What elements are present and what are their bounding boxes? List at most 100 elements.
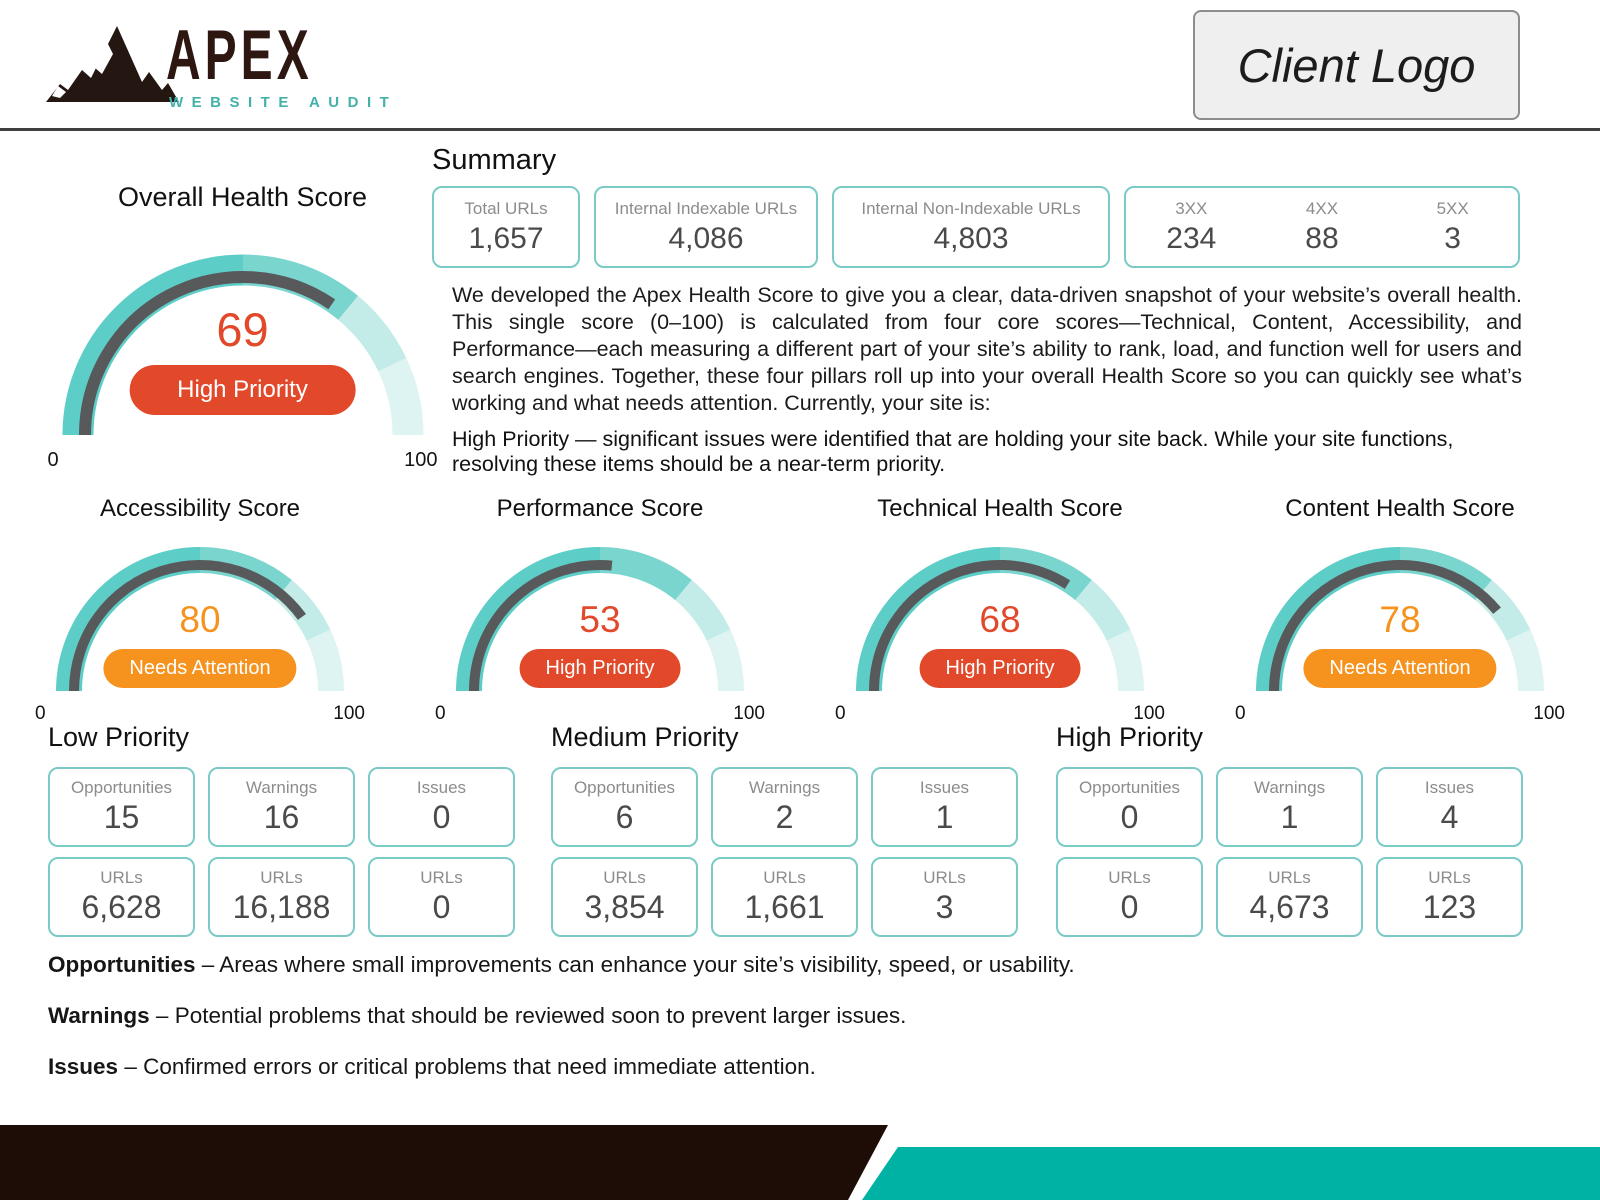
total-urls-card: Total URLs 1,657 — [432, 186, 580, 268]
stat-card-value: 123 — [1422, 889, 1477, 925]
gauge-max-label: 100 — [404, 449, 438, 471]
gauge-value: 80 — [179, 599, 221, 640]
stat-card-value: 1 — [935, 799, 954, 835]
gauge-canvas: 69 High Priority — [48, 235, 438, 445]
stat-card-value: 6,628 — [81, 889, 162, 925]
low-priority-cards: Opportunities 15 Warnings 16 Issues 0 URLs 6,62… — [48, 767, 515, 937]
definition-term: Warnings — [48, 1003, 150, 1028]
stat-card-label: Warnings — [245, 778, 318, 797]
gauge-canvas: 80 Needs Attention — [45, 531, 355, 701]
card-label: Total URLs — [464, 198, 548, 218]
summary-description: We developed the Apex Health Score to gi… — [452, 283, 1522, 416]
content-health-score-gauge: Content Health Score 78 Needs Attention 0… — [1210, 495, 1590, 725]
group-title: Low Priority — [48, 722, 190, 752]
medium-priority-group: Medium Priority Opportunities 6 Warnings 2 I… — [551, 722, 1018, 937]
definition-term: Issues — [48, 1054, 119, 1079]
stat-card: URLs 123 — [1376, 857, 1523, 937]
gauge-arc — [1256, 547, 1544, 692]
stat-card: URLs 1,661 — [711, 857, 858, 937]
stat-card: Opportunities 6 — [551, 767, 698, 847]
stat-card-value: 6 — [615, 799, 634, 835]
gauge-title: Technical Health Score — [877, 495, 1123, 522]
stat-card-value: 1 — [1280, 799, 1299, 835]
stat-card-value: 2 — [775, 799, 794, 835]
gauge-max-label: 100 — [1133, 703, 1165, 724]
gauge-status-badge: High Priority — [519, 649, 681, 688]
stat-card: URLs 6,628 — [48, 857, 195, 937]
definition-text: – Potential problems that should be revi… — [149, 1003, 907, 1028]
definition-text: – Areas where small improvements can enh… — [195, 952, 1075, 977]
group-title: Medium Priority — [551, 722, 739, 752]
status-code-5xx: 5XX 3 — [1393, 199, 1513, 256]
internal-indexable-urls-card: Internal Indexable URLs 4,086 — [594, 186, 818, 268]
stat-card-label: URLs — [923, 868, 966, 887]
summary-section: Summary Total URLs 1,657 Internal Indexa… — [432, 144, 1522, 477]
apex-brand-logo: APEX WEBSITE AUDIT — [44, 18, 397, 111]
stat-card-label: URLs — [1428, 868, 1471, 887]
summary-status-line: High Priority — significant issues were … — [452, 427, 1454, 477]
client-logo-label: Client Logo — [1237, 38, 1476, 92]
stat-card-value: 0 — [1120, 799, 1139, 835]
definition-warnings: Warnings – Potential problems that shoul… — [48, 1003, 1468, 1029]
stat-card-label: Opportunities — [573, 778, 676, 797]
gauge-title: Accessibility Score — [99, 495, 301, 522]
stat-card-value: 4 — [1440, 799, 1459, 835]
stat-card: Warnings 16 — [208, 767, 355, 847]
header: APEX WEBSITE AUDIT Client Logo — [0, 0, 1600, 131]
summary-cards: Total URLs 1,657 Internal Indexable URLs… — [432, 186, 1522, 268]
low-priority-group: Low Priority Opportunities 15 Warnings 16 Is… — [48, 722, 515, 937]
gauge-arc — [56, 547, 344, 692]
stat-card-value: 1,661 — [744, 889, 825, 925]
gauge-min-label: 0 — [435, 703, 446, 724]
internal-non-indexable-urls-card: Internal Non-Indexable URLs 4,803 — [832, 186, 1110, 268]
gauge-max-label: 100 — [333, 703, 365, 724]
gauge-min-label: 0 — [35, 703, 46, 724]
gauge-title: Content Health Score — [1285, 495, 1515, 522]
gauge-status-badge: Needs Attention — [103, 649, 297, 688]
stat-card-label: URLs — [100, 868, 143, 887]
stat-card-label: URLs — [260, 868, 303, 887]
stat-card: Issues 0 — [368, 767, 515, 847]
stat-card: Warnings 2 — [711, 767, 858, 847]
definition-text: – Confirmed errors or critical problems … — [118, 1054, 816, 1079]
gauge-canvas: 78 Needs Attention — [1245, 531, 1555, 701]
mountain-logo-icon — [44, 18, 182, 111]
card-label: Internal Indexable URLs — [614, 198, 798, 218]
gauge-value: 69 — [216, 303, 269, 356]
stat-card: URLs 0 — [1056, 857, 1203, 937]
gauge-status-badge: Needs Attention — [1303, 649, 1497, 688]
gauge-status-badge: High Priority — [919, 649, 1081, 688]
stat-card-value: 3 — [935, 889, 954, 925]
stat-card-label: Opportunities — [70, 778, 173, 797]
gauge-status-badge: High Priority — [129, 365, 356, 415]
stat-card-label: Issues — [919, 778, 970, 797]
stat-card: Opportunities 0 — [1056, 767, 1203, 847]
gauge-min-label: 0 — [835, 703, 846, 724]
gauge-axis: 0 100 — [835, 703, 1165, 725]
gauge-canvas: 53 High Priority — [445, 531, 755, 701]
stat-card-label: URLs — [1268, 868, 1311, 887]
stat-card: URLs 16,188 — [208, 857, 355, 937]
stat-card: URLs 3 — [871, 857, 1018, 937]
technical-health-score-gauge: Technical Health Score 68 High Priority 0… — [810, 495, 1190, 725]
card-value: 3 — [1444, 221, 1461, 255]
definition-term: Opportunities — [48, 952, 196, 977]
status-codes-card: 3XX 234 4XX 88 5XX 3 — [1124, 186, 1520, 268]
gauge-value: 78 — [1379, 599, 1421, 640]
stat-card-label: Warnings — [1253, 778, 1326, 797]
gauge-title: Overall Health Score — [117, 182, 368, 212]
card-value: 88 — [1305, 221, 1339, 255]
stat-card-label: URLs — [603, 868, 646, 887]
stat-card-label: URLs — [420, 868, 463, 887]
card-value: 1,657 — [468, 221, 544, 255]
stat-card: URLs 0 — [368, 857, 515, 937]
status-code-3xx: 3XX 234 — [1131, 199, 1251, 256]
stat-card-value: 16 — [263, 799, 300, 835]
gauge-max-label: 100 — [733, 703, 765, 724]
gauge-axis: 0 100 — [435, 703, 765, 725]
score-gauges-row: Accessibility Score 80 Needs Attention 0 … — [10, 495, 1590, 725]
gauge-arc — [62, 254, 423, 436]
stat-card-value: 4,673 — [1249, 889, 1330, 925]
footer-teal-band — [862, 1147, 1600, 1200]
group-title: High Priority — [1056, 722, 1204, 752]
